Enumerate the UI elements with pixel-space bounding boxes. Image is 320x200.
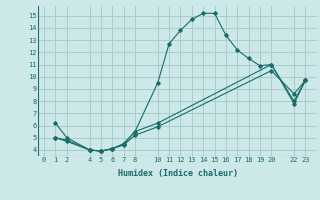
X-axis label: Humidex (Indice chaleur): Humidex (Indice chaleur) [118,169,238,178]
